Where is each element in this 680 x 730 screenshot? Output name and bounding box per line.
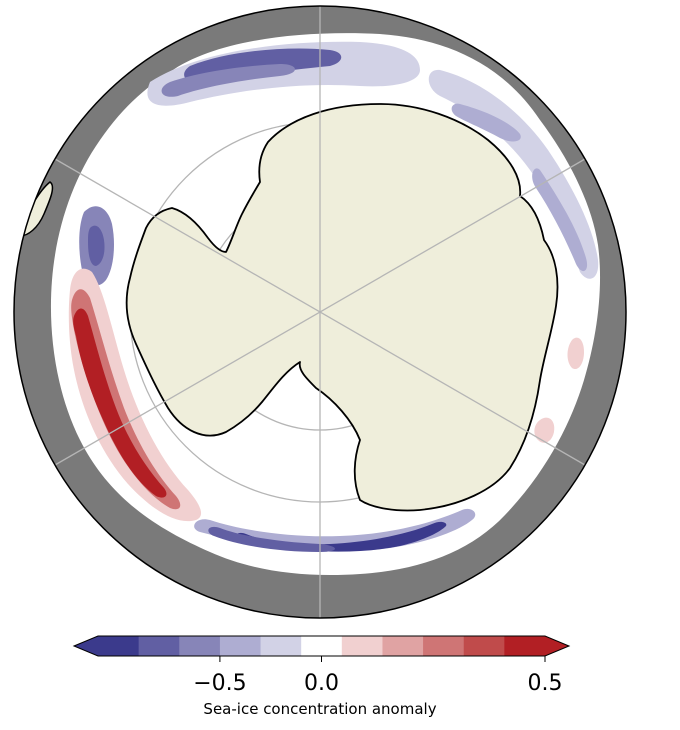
colorbar-bin [463,636,505,656]
colorbar-label: Sea-ice concentration anomaly [203,700,436,718]
anomaly-positive-left-strong [73,308,167,498]
colorbar-bin [423,636,465,656]
anomaly-positive-left [68,268,202,522]
colorbar-bin [219,636,262,656]
antarctic-map [13,5,627,619]
anomaly-negative-right-mid [532,168,588,272]
colorbar-tick-label: 0.5 [528,671,563,696]
colorbar-tick-label: −0.5 [193,671,246,696]
colorbar-bin [341,636,383,656]
colorbar-extend-under [74,636,98,656]
colorbar-bin [504,636,546,656]
anomaly-positive-left-mid [71,289,181,510]
anomaly-negative-left-strong [88,225,105,266]
anomaly-positive-right-2 [534,417,555,443]
anomaly-negative-bottom-mid [208,526,335,552]
colorbar-bin [301,636,343,656]
anomaly-negative-right-top [451,103,521,142]
colorbar-bins: −0.5 0.0 0.5 [72,635,571,696]
map-frame [13,5,627,619]
colorbar-bin [382,636,424,656]
colorbar-bin [138,636,180,656]
colorbar-tick-label: 0.0 [304,671,339,696]
gridline-meridians [54,6,586,618]
colorbar-bin [179,636,221,656]
colorbar-bin [260,636,302,656]
antarctica-land [125,103,559,512]
colorbar-extend-over [545,636,569,656]
colorbar-outline [72,635,571,657]
anomaly-negative-top-mid [161,64,295,97]
anomaly-positive-right [567,337,584,370]
colorbar-bin [98,636,140,656]
